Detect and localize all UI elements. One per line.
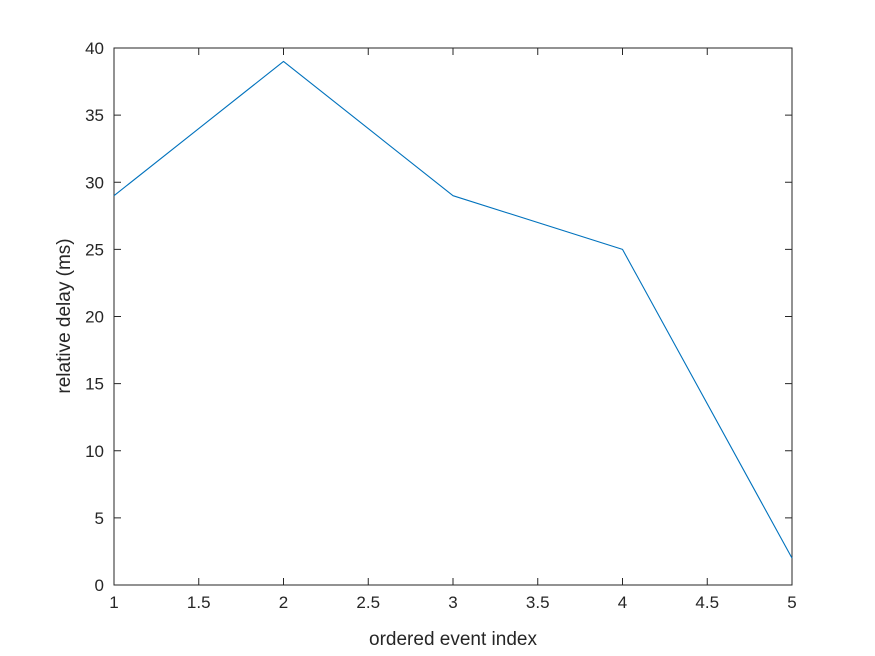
y-tick-label: 40 (85, 39, 104, 58)
y-axis-ticks: 0 5 10 15 20 25 30 35 40 (85, 39, 792, 595)
x-tick-label: 5 (787, 593, 796, 612)
x-tick-label: 4.5 (695, 593, 719, 612)
y-tick-label: 15 (85, 375, 104, 394)
x-axis-ticks: 1 1.5 2 2.5 3 3.5 4 4.5 5 (109, 48, 797, 612)
x-tick-label: 1.5 (187, 593, 211, 612)
x-tick-label: 3 (448, 593, 457, 612)
series-layer (113, 60, 793, 559)
y-tick-label: 20 (85, 308, 104, 327)
y-tick-label: 25 (85, 240, 104, 259)
x-tick-label: 2.5 (356, 593, 380, 612)
x-tick-label: 4 (618, 593, 627, 612)
y-tick-label: 10 (85, 442, 104, 461)
x-tick-label: 1 (109, 593, 118, 612)
x-axis-label: ordered event index (369, 629, 537, 650)
series-line (113, 60, 793, 559)
axes: 1 1.5 2 2.5 3 3.5 4 4.5 5 0 5 10 15 20 25 30 35 40 order… (54, 39, 797, 650)
y-axis-label: relative delay (ms) (54, 238, 75, 393)
plot-area-box (113, 47, 793, 586)
y-tick-label: 5 (95, 509, 104, 528)
x-tick-label: 2 (279, 593, 288, 612)
y-tick-label: 0 (95, 576, 104, 595)
y-tick-label: 30 (85, 173, 104, 192)
y-tick-label: 35 (85, 106, 104, 125)
x-tick-label: 3.5 (526, 593, 550, 612)
